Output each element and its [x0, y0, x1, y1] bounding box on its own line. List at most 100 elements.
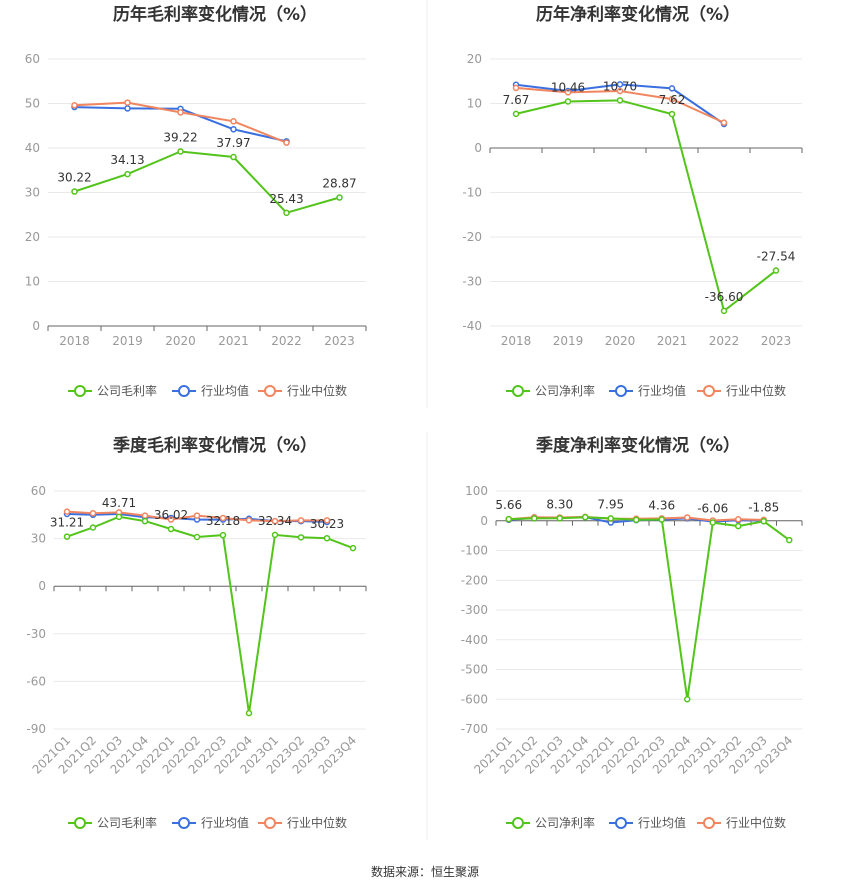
- legend-item: 行业均值: [609, 383, 686, 398]
- data-label: 28.87: [322, 177, 356, 191]
- y-tick-label: -100: [461, 544, 488, 558]
- data-point: [512, 110, 520, 118]
- data-point: [616, 97, 624, 104]
- data-point: [89, 509, 97, 517]
- legend-marker: [74, 817, 86, 829]
- legend-marker: [264, 385, 276, 397]
- data-label: 31.21: [50, 516, 84, 530]
- data-point: [564, 89, 572, 96]
- data-point: [633, 516, 640, 524]
- data-label: 7.67: [503, 93, 530, 107]
- data-label: 30.23: [310, 517, 344, 531]
- y-tick-label: 10: [467, 97, 482, 111]
- data-point: [71, 102, 78, 109]
- data-label: 5.66: [495, 498, 522, 512]
- data-point: [71, 188, 78, 195]
- data-point: [230, 118, 237, 125]
- legend-label: 公司毛利率: [97, 815, 157, 830]
- data-point: [323, 517, 331, 524]
- data-label: 30.22: [57, 171, 91, 185]
- x-tick-label: 2021: [218, 334, 249, 348]
- legend-label: 行业均值: [201, 815, 249, 830]
- series-line: [66, 515, 354, 714]
- legend-marker: [615, 817, 627, 829]
- chart-title: 历年净利率变化情况（%）: [536, 4, 740, 25]
- y-tick-label: 40: [25, 141, 40, 155]
- legend-label: 行业均值: [638, 815, 686, 830]
- x-tick-label: 2020: [605, 334, 636, 348]
- data-label: 43.71: [102, 496, 136, 510]
- chart-2: 历年净利率变化情况（%） -40 -30 -20 -10 0 10 20 2018 2019 202…: [462, 4, 803, 398]
- y-tick-label: -600: [461, 692, 488, 706]
- data-label: 4.36: [648, 498, 675, 512]
- x-tick-label: 2019: [112, 334, 143, 348]
- data-label: 34.13: [110, 153, 144, 167]
- data-label: 7.95: [597, 497, 624, 511]
- legend-item: 公司毛利率: [68, 383, 157, 398]
- legend-label: 行业均值: [638, 383, 686, 398]
- x-tick-label: 2019: [553, 334, 584, 348]
- data-source: 数据来源：恒生聚源: [371, 864, 479, 879]
- data-point: [89, 524, 97, 531]
- legend-item: 公司净利率: [506, 383, 595, 398]
- chart-4: 季度净利率变化情况（%） -700 -600 -500 -400 -300 -200 -100…: [461, 435, 803, 830]
- legend-marker: [178, 385, 190, 397]
- y-tick-label: 50: [25, 97, 40, 111]
- y-tick-label: -200: [461, 573, 488, 587]
- legend-item: 行业中位数: [697, 383, 786, 398]
- data-point: [735, 516, 742, 523]
- legend-marker: [512, 385, 524, 397]
- data-point: [616, 87, 624, 95]
- x-tick-label: 2021: [657, 334, 688, 348]
- data-point: [668, 95, 676, 103]
- chart-title: 历年毛利率变化情况（%）: [113, 4, 317, 25]
- data-label: 32.18: [206, 514, 240, 528]
- y-tick-label: -20: [462, 230, 482, 244]
- legend-item: 公司净利率: [506, 815, 595, 830]
- data-point: [141, 517, 149, 525]
- data-point: [336, 194, 343, 201]
- data-point: [177, 109, 184, 116]
- legend-marker: [512, 817, 524, 829]
- legend-label: 公司净利率: [535, 383, 595, 398]
- data-point: [245, 709, 253, 717]
- legend-label: 行业中位数: [287, 383, 347, 398]
- data-point: [556, 515, 563, 522]
- legend-marker: [178, 817, 190, 829]
- data-label: -27.54: [757, 250, 796, 264]
- data-point: [668, 85, 676, 92]
- legend-label: 公司净利率: [535, 815, 595, 830]
- series-line: [74, 150, 340, 214]
- y-tick-label: -10: [462, 186, 482, 200]
- data-point: [760, 518, 767, 525]
- data-point: [531, 515, 538, 522]
- legend-label: 行业中位数: [287, 815, 347, 830]
- data-label: 32.34: [258, 514, 292, 528]
- x-tick-label: 2022: [709, 334, 740, 348]
- y-tick-label: 0: [32, 319, 40, 333]
- y-tick-label: 0: [480, 514, 488, 528]
- data-point: [658, 516, 665, 523]
- legend-item: 行业中位数: [697, 815, 786, 830]
- y-tick-label: 20: [25, 230, 40, 244]
- data-point: [283, 139, 290, 146]
- y-tick-label: 100: [465, 484, 488, 498]
- y-tick-label: 20: [467, 52, 482, 66]
- data-label: 25.43: [269, 192, 303, 206]
- data-label: 37.97: [216, 136, 250, 150]
- data-point: [115, 513, 123, 521]
- data-point: [349, 544, 357, 552]
- legend-label: 行业中位数: [726, 815, 786, 830]
- data-point: [63, 508, 71, 515]
- data-point: [193, 533, 201, 541]
- data-label: 8.30: [546, 497, 573, 511]
- data-point: [607, 515, 614, 522]
- data-point: [505, 515, 512, 523]
- legend-item: 行业均值: [172, 815, 249, 830]
- data-point: [141, 512, 149, 519]
- y-tick-label: -30: [462, 275, 482, 289]
- data-point: [219, 531, 227, 539]
- y-tick-label: -60: [26, 674, 46, 688]
- data-point: [124, 99, 131, 106]
- data-point: [582, 513, 589, 521]
